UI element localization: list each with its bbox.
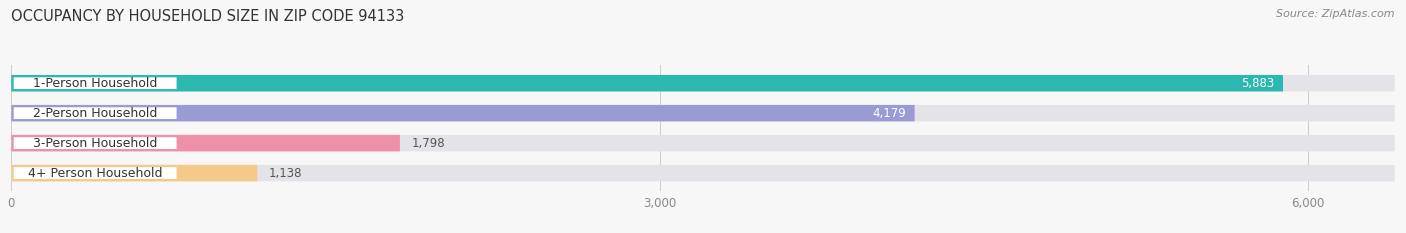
Text: 4,179: 4,179: [872, 107, 905, 120]
Text: 3-Person Household: 3-Person Household: [32, 137, 157, 150]
Text: 5,883: 5,883: [1241, 77, 1274, 90]
Text: 2-Person Household: 2-Person Household: [32, 107, 157, 120]
Text: Source: ZipAtlas.com: Source: ZipAtlas.com: [1277, 9, 1395, 19]
FancyBboxPatch shape: [11, 75, 1284, 92]
FancyBboxPatch shape: [11, 105, 915, 121]
FancyBboxPatch shape: [11, 135, 399, 151]
Text: OCCUPANCY BY HOUSEHOLD SIZE IN ZIP CODE 94133: OCCUPANCY BY HOUSEHOLD SIZE IN ZIP CODE …: [11, 9, 405, 24]
FancyBboxPatch shape: [11, 75, 1395, 92]
FancyBboxPatch shape: [11, 165, 257, 181]
FancyBboxPatch shape: [13, 167, 177, 180]
FancyBboxPatch shape: [11, 135, 1395, 151]
FancyBboxPatch shape: [11, 165, 1395, 181]
Text: 1,798: 1,798: [412, 137, 446, 150]
FancyBboxPatch shape: [11, 105, 1395, 121]
FancyBboxPatch shape: [13, 137, 177, 150]
FancyBboxPatch shape: [13, 77, 177, 90]
FancyBboxPatch shape: [13, 106, 177, 120]
Text: 1,138: 1,138: [269, 167, 302, 180]
Text: 4+ Person Household: 4+ Person Household: [28, 167, 162, 180]
Text: 1-Person Household: 1-Person Household: [32, 77, 157, 90]
